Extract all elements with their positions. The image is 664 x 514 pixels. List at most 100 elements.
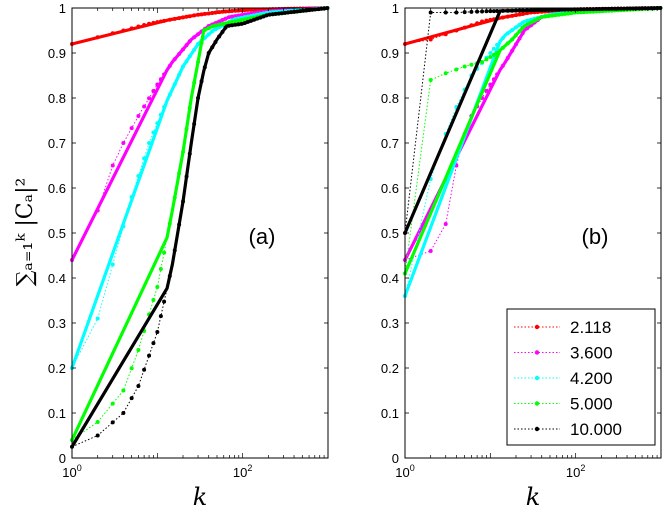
data-point-b-10_000	[525, 8, 530, 13]
data-point-a-4_200	[213, 27, 218, 32]
y-tick-label-a: 1	[59, 1, 66, 16]
data-point-b-2_118	[520, 11, 525, 16]
data-point-a-2_118	[181, 15, 186, 20]
data-point-b-10_000	[505, 8, 510, 13]
data-point-b-2_118	[475, 21, 480, 26]
data-point-b-5_000	[525, 22, 530, 27]
y-tick-label-a: 0.6	[48, 181, 66, 196]
data-point-a-4_200	[158, 112, 163, 117]
data-point-a-10_000	[136, 384, 141, 388]
data-point-a-10_000	[95, 433, 100, 438]
data-point-a-2_118	[245, 7, 250, 12]
data-point-b-5_000	[454, 67, 459, 72]
data-point-a-5_000	[220, 22, 225, 27]
data-point-a-10_000	[289, 10, 294, 15]
data-point-b-5_000	[520, 25, 525, 30]
data-point-b-5_000	[514, 33, 519, 38]
data-point-a-2_118	[172, 16, 177, 21]
data-point-b-3_600	[525, 26, 530, 31]
y-tick-label-a: 0.4	[48, 271, 66, 286]
data-point-a-2_118	[230, 9, 235, 14]
data-point-b-3_600	[495, 72, 500, 77]
data-point-a-2_118	[162, 18, 167, 23]
data-point-a-10_000	[295, 9, 300, 14]
data-point-a-10_000	[292, 9, 297, 14]
data-point-a-10_000	[196, 96, 201, 100]
y-tick-label-b: 0.5	[381, 226, 399, 241]
legend-marker	[534, 324, 540, 330]
data-point-a-2_118	[136, 24, 141, 29]
data-point-a-4_200	[206, 32, 211, 37]
data-point-a-5_000	[199, 40, 204, 45]
data-point-a-5_000	[202, 27, 207, 32]
legend-marker	[534, 426, 540, 432]
data-point-a-4_200	[172, 82, 177, 87]
data-point-b-5_000	[532, 18, 537, 23]
y-tick-label-a: 0	[59, 451, 66, 466]
data-point-a-4_200	[167, 92, 172, 97]
data-point-a-10_000	[261, 14, 266, 19]
data-point-a-5_000	[230, 20, 235, 25]
data-point-a-4_200	[162, 105, 167, 109]
data-point-a-10_000	[236, 22, 241, 27]
legend-label: 10.000	[570, 420, 622, 439]
y-tick-label-a: 0.8	[48, 91, 66, 106]
data-point-a-5_000	[236, 18, 241, 23]
data-point-b-5_000	[535, 17, 540, 22]
data-point-b-5_000	[566, 11, 571, 16]
data-point-a-10_000	[282, 10, 287, 15]
data-point-b-5_000	[484, 57, 489, 62]
data-point-a-3_600	[136, 114, 141, 118]
data-point-b-2_118	[462, 25, 467, 30]
data-point-b-5_000	[575, 10, 580, 15]
data-point-a-4_200	[147, 141, 152, 145]
data-point-a-2_118	[196, 12, 201, 17]
x-tick-label-b: 102	[566, 463, 585, 480]
data-point-b-10_000	[500, 8, 505, 13]
data-point-a-2_118	[202, 11, 207, 16]
data-point-a-5_000	[172, 195, 177, 200]
data-point-a-5_000	[192, 80, 197, 85]
data-point-a-5_000	[217, 22, 222, 27]
data-point-a-3_600	[142, 104, 147, 109]
data-point-b-5_000	[550, 13, 555, 18]
data-point-a-10_000	[172, 248, 177, 253]
data-point-a-10_000	[310, 7, 315, 12]
data-point-a-5_000	[158, 267, 163, 272]
data-point-b-2_118	[514, 13, 519, 18]
data-point-b-10_000	[559, 7, 564, 12]
data-point-a-4_200	[196, 42, 201, 46]
data-point-b-2_118	[505, 14, 510, 19]
data-point-a-10_000	[187, 151, 192, 156]
data-point-a-10_000	[252, 17, 257, 22]
data-point-a-3_600	[192, 35, 197, 40]
data-point-a-4_200	[210, 29, 215, 34]
data-point-a-2_118	[184, 14, 189, 19]
data-point-a-10_000	[129, 396, 134, 401]
data-point-b-10_000	[510, 8, 515, 13]
data-point-b-5_000	[491, 52, 496, 57]
data-point-a-2_118	[199, 12, 204, 17]
x-axis-label-a: k	[193, 483, 208, 511]
data-point-a-10_000	[248, 18, 253, 23]
data-point-a-2_118	[142, 23, 147, 28]
data-point-b-10_000	[543, 7, 548, 12]
data-point-a-10_000	[202, 65, 207, 70]
data-point-a-5_000	[167, 221, 172, 226]
data-point-b-10_000	[532, 8, 537, 13]
panel-a-series	[70, 6, 330, 449]
data-point-a-2_118	[213, 10, 218, 15]
data-point-a-5_000	[210, 24, 215, 29]
data-point-a-3_600	[158, 77, 163, 82]
y-tick-label-b: 0	[392, 451, 399, 466]
data-point-a-10_000	[147, 353, 152, 358]
data-point-b-10_000	[517, 8, 522, 13]
data-point-a-10_000	[273, 11, 278, 16]
data-point-a-10_000	[181, 199, 186, 204]
x-tick-label-a: 102	[233, 463, 252, 480]
data-point-b-3_600	[443, 222, 448, 226]
data-point-a-2_118	[177, 16, 182, 21]
data-point-b-5_000	[559, 12, 564, 17]
data-point-a-2_118	[248, 7, 253, 12]
